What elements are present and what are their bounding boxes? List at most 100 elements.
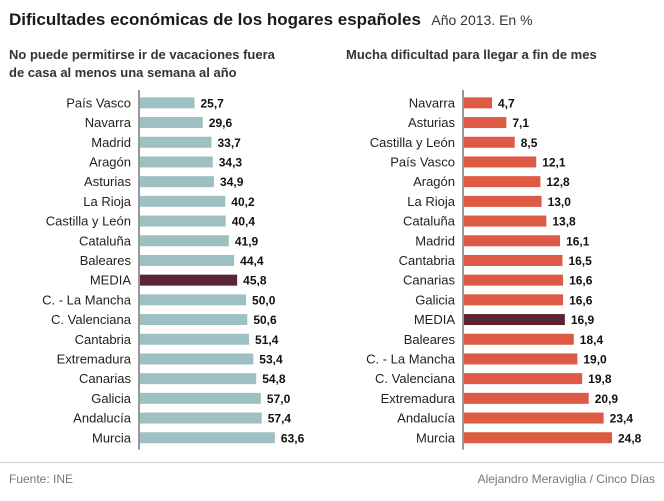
value-label: 34,9	[220, 175, 244, 189]
value-label: 24,8	[618, 431, 642, 445]
category-label: La Rioja	[83, 194, 131, 209]
category-label: Baleares	[404, 332, 456, 347]
data-bar	[140, 353, 254, 365]
value-label: 16,1	[566, 234, 590, 248]
data-bar	[464, 333, 574, 345]
category-label: Cantabria	[399, 253, 456, 268]
value-label: 8,5	[521, 136, 538, 150]
category-label: Madrid	[91, 135, 131, 150]
chart-subtitle: Año 2013. En %	[431, 12, 533, 28]
value-label: 19,8	[588, 372, 612, 386]
month-end-bar-chart: Navarra 4,7 Asturias 7,1 Castilla y León 8,5 P…	[366, 90, 642, 450]
data-bar	[140, 314, 248, 326]
data-bar	[464, 254, 563, 266]
data-bar	[140, 195, 226, 207]
value-label: 12,8	[546, 175, 570, 189]
value-label: 57,4	[268, 412, 292, 426]
category-label: Extremadura	[381, 391, 456, 406]
data-bar	[140, 176, 215, 188]
category-label: Extremadura	[57, 351, 132, 366]
data-bar	[464, 117, 507, 129]
data-bar	[464, 136, 515, 148]
category-label: País Vasco	[390, 154, 455, 169]
category-label: Andalucía	[397, 411, 456, 426]
value-label: 40,4	[232, 215, 256, 229]
category-label: Cataluña	[79, 233, 132, 248]
footer-divider	[0, 462, 664, 463]
value-label: 34,3	[219, 155, 243, 169]
category-label: C. - La Mancha	[366, 351, 456, 366]
category-label: Cataluña	[403, 214, 456, 229]
value-label: 13,0	[548, 195, 572, 209]
data-bar	[464, 373, 583, 385]
vacation-bar-chart: País Vasco 25,7 Navarra 29,6 Madrid 33,7 Aragó…	[42, 90, 305, 450]
data-bar	[140, 235, 229, 247]
category-label: País Vasco	[66, 95, 131, 110]
chart-header: Dificultades económicas de los hogares e…	[9, 10, 533, 30]
category-label: MEDIA	[414, 312, 456, 327]
data-bar	[464, 294, 564, 306]
value-label: 16,5	[568, 254, 592, 268]
value-label: 12,1	[542, 155, 566, 169]
left-panel-title-line-1: No puede permitirse ir de vacaciones fue…	[9, 47, 275, 62]
data-bar	[140, 136, 212, 148]
category-label: Andalucía	[73, 411, 132, 426]
data-bar	[140, 392, 261, 404]
value-label: 57,0	[267, 392, 291, 406]
category-label: Navarra	[409, 95, 456, 110]
right-panel-title-line-1: Mucha dificultad para llegar a fin de me…	[346, 47, 597, 62]
value-label: 50,6	[253, 313, 277, 327]
average-bar	[464, 314, 565, 326]
data-bar	[464, 156, 537, 168]
value-label: 7,1	[512, 116, 529, 130]
category-label: Galicia	[91, 391, 132, 406]
chart-title: Dificultades económicas de los hogares e…	[9, 10, 421, 29]
data-bar	[140, 215, 226, 227]
source-note: Fuente: INE	[9, 472, 74, 486]
category-label: Murcia	[416, 430, 456, 445]
category-label: La Rioja	[407, 194, 455, 209]
value-label: 16,6	[569, 293, 593, 307]
data-bar	[464, 353, 578, 365]
value-label: 29,6	[209, 116, 233, 130]
right-panel-title: Mucha dificultad para llegar a fin de me…	[346, 46, 656, 64]
category-label: C. - La Mancha	[42, 292, 132, 307]
data-bar	[140, 117, 203, 129]
value-label: 23,4	[610, 412, 634, 426]
data-bar	[464, 432, 612, 444]
data-bar	[464, 235, 561, 247]
data-bar	[464, 195, 542, 207]
data-bar	[464, 274, 564, 286]
category-label: Baleares	[80, 253, 132, 268]
data-bar	[140, 156, 213, 168]
data-bar	[464, 215, 547, 227]
left-panel-title: No puede permitirse ir de vacaciones fue…	[9, 46, 309, 82]
value-label: 54,8	[262, 372, 286, 386]
value-label: 41,9	[235, 234, 259, 248]
credit-note: Alejandro Meraviglia / Cinco Días	[477, 472, 655, 486]
value-label: 45,8	[243, 274, 267, 288]
category-label: Castilla y León	[370, 135, 455, 150]
category-label: Castilla y León	[46, 214, 131, 229]
category-label: Aragón	[413, 174, 455, 189]
data-bar	[464, 176, 541, 188]
category-label: C. Valenciana	[375, 371, 456, 386]
data-bar	[464, 412, 604, 424]
average-bar	[140, 274, 238, 286]
category-label: Madrid	[415, 233, 455, 248]
value-label: 16,6	[569, 274, 593, 288]
value-label: 51,4	[255, 333, 279, 347]
category-label: Canarias	[79, 371, 132, 386]
category-label: Navarra	[85, 115, 132, 130]
data-bar	[140, 412, 262, 424]
category-label: Cantabria	[75, 332, 132, 347]
left-panel-title-line-2: de casa al menos una semana al año	[9, 65, 237, 80]
data-bar	[140, 333, 250, 345]
category-label: Murcia	[92, 430, 132, 445]
value-label: 19,0	[583, 352, 607, 366]
data-bar	[464, 392, 589, 404]
category-label: Asturias	[84, 174, 131, 189]
value-label: 53,4	[259, 352, 283, 366]
category-label: Canarias	[403, 273, 456, 288]
category-label: Asturias	[408, 115, 455, 130]
